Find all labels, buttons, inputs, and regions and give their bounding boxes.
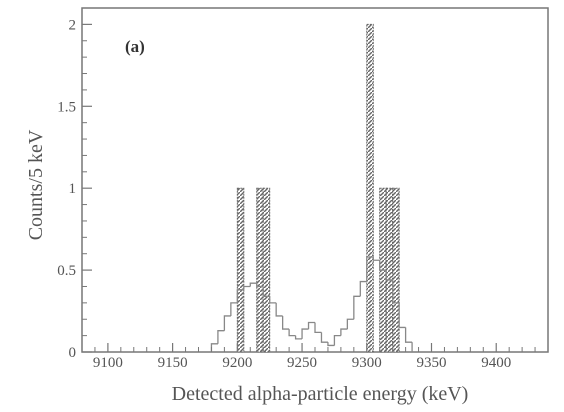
step-bin [294,335,303,340]
x-tick-label: 9100 [93,355,123,371]
step-bin [243,285,251,290]
step-bin [372,256,380,261]
x-tick-label: 9400 [481,355,511,371]
step-bin [385,270,393,281]
x-tick-label: 9200 [222,355,252,371]
step-bin [307,321,315,330]
x-axis-label: Detected alpha-particle energy (keV) [172,383,469,405]
hatched-bin [366,23,374,353]
x-tick-label: 9150 [158,355,188,371]
x-tick-label: 9300 [352,355,382,371]
step-bin [301,328,309,339]
step-bin [217,330,225,344]
step-bin [379,260,387,271]
plot-frame [81,7,549,353]
step-bin [398,302,406,329]
step-bin [256,283,264,288]
step-bin [353,295,361,320]
step-bin [223,315,231,331]
step-bin [210,343,218,352]
step-bin [281,315,290,330]
y-tick-label: 0.5 [57,263,76,279]
y-tick-label: 1.5 [57,99,76,115]
step-bin [288,329,296,337]
plot-area: 9100 9150 9200 9250 9300 9350 9400 0 0.5 1 1.5 2 [57,7,549,371]
step-bin [340,328,348,336]
x-tick-label: 9250 [287,355,317,371]
hatched-bin [262,187,271,353]
hatched-bin [385,187,394,353]
step-bin [333,334,341,346]
x-tick-label: 9350 [417,355,447,371]
step-bin [320,332,328,343]
step-bin [327,342,335,347]
step-bin [404,327,413,343]
y-axis-label: Counts/5 keV [25,129,47,240]
step-bin [269,296,277,304]
hatched-bin [256,187,264,353]
step-bin [366,256,374,282]
hatched-bin [236,187,245,353]
step-bin [262,286,270,297]
y-tick-label: 2 [69,17,77,33]
panel-label: (a) [125,37,145,56]
step-bin [359,280,367,297]
hatched-bin [392,187,400,353]
step-bin [346,318,354,330]
step-bin [275,302,283,317]
step-bin [230,302,238,316]
y-tick-label: 1 [69,181,77,197]
step-bin [236,289,244,303]
step-bin [249,282,257,287]
step-bin [392,279,400,304]
step-bin [314,322,322,333]
y-tick-label: 0 [69,345,77,361]
